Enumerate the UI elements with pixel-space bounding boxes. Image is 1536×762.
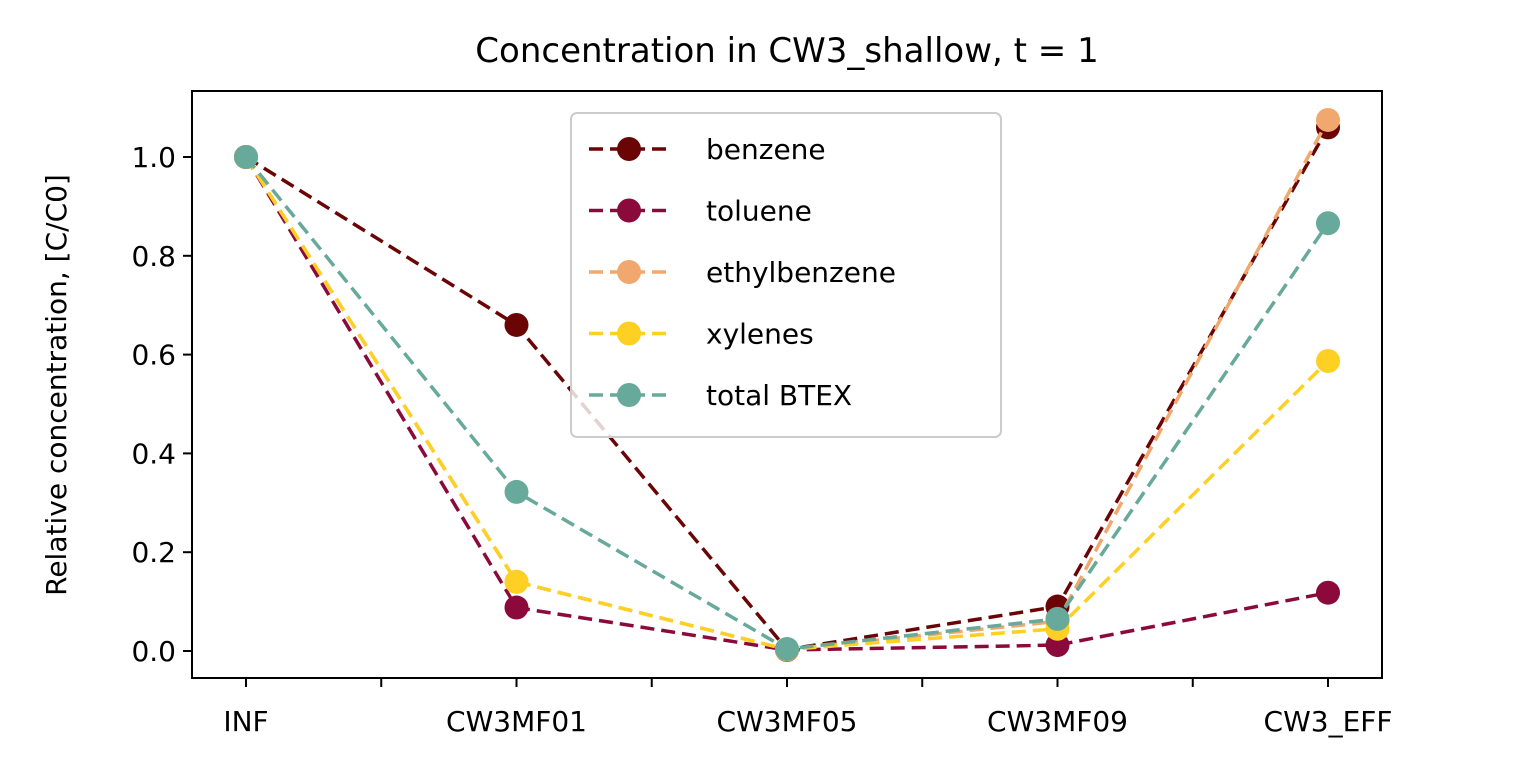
- legend-label: ethylbenzene: [706, 256, 896, 289]
- series-total-BTEX: [234, 145, 1340, 662]
- data-point: [1316, 211, 1340, 236]
- y-tick-label: 0.6: [131, 339, 176, 372]
- legend-marker: [617, 321, 641, 346]
- y-tick-label: 0.0: [131, 635, 176, 668]
- legend-label: xylenes: [706, 318, 814, 351]
- y-tick-label: 1.0: [131, 141, 176, 174]
- legend-marker: [617, 260, 641, 284]
- data-point: [1316, 349, 1340, 374]
- y-tick-label: 0.2: [131, 536, 176, 569]
- x-tick-label: CW3MF05: [717, 705, 858, 738]
- series-layer: [234, 107, 1340, 663]
- x-tick-label: CW3MF09: [987, 705, 1128, 738]
- data-point: [775, 637, 799, 662]
- x-tick-label: CW3_EFF: [1264, 705, 1393, 738]
- legend-marker: [617, 198, 641, 223]
- data-point: [504, 312, 529, 337]
- y-axis-label: Relative concentration, [C/C0]: [40, 174, 73, 596]
- legend: benzene toluene ethylbenzene xylenes total B…: [570, 112, 1002, 438]
- data-point: [1316, 107, 1340, 132]
- legend-marker: [617, 137, 641, 161]
- legend-label: total BTEX: [706, 379, 852, 412]
- x-tick-label: INF: [223, 705, 268, 738]
- data-point: [504, 595, 529, 620]
- y-tick-label: 0.4: [131, 437, 176, 470]
- data-point: [1316, 580, 1340, 605]
- y-tick-label: 0.8: [131, 240, 176, 273]
- data-point: [234, 145, 258, 169]
- legend-label: benzene: [706, 133, 826, 166]
- legend-frame: [570, 112, 1002, 438]
- x-tick-label: CW3MF01: [446, 705, 587, 738]
- data-point: [504, 479, 529, 504]
- chart-title: Concentration in CW3_shallow, t = 1: [475, 31, 1098, 71]
- data-point: [1045, 606, 1070, 631]
- axis-ticks: INF CW3MF01 CW3MF05 CW3MF09 CW3_EFF 0.0 0.2 0.4…: [131, 141, 1392, 738]
- legend-marker: [617, 383, 641, 407]
- legend-label: toluene: [706, 195, 812, 228]
- data-point: [504, 569, 529, 594]
